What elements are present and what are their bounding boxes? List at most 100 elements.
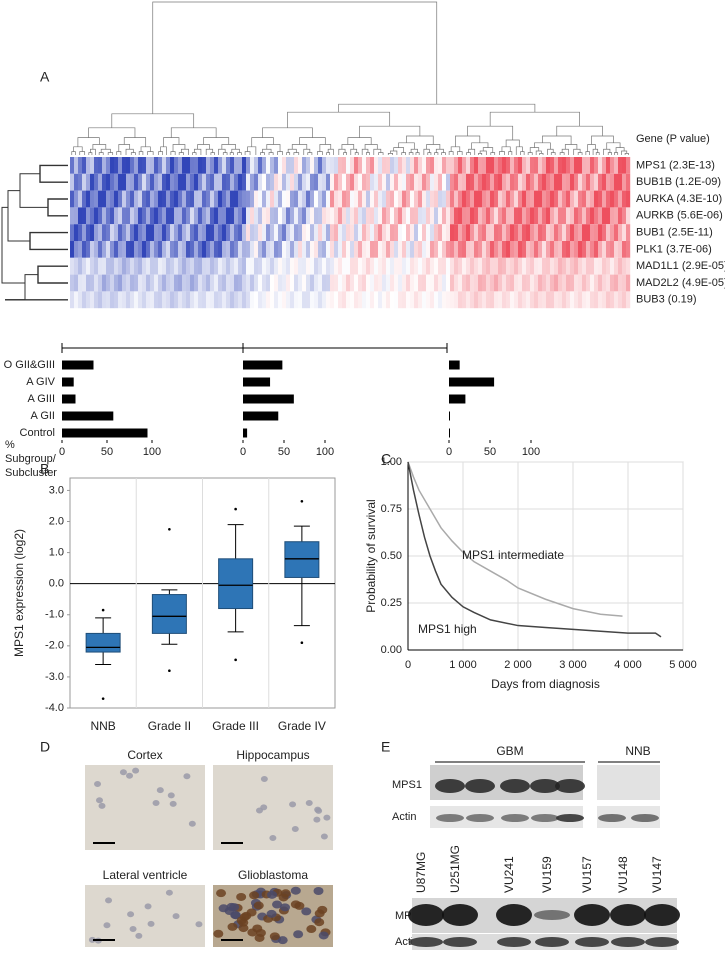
heatmap-texture — [358, 241, 363, 258]
micrograph — [253, 901, 264, 910]
heatmap-texture — [626, 274, 631, 292]
blot-band — [645, 937, 679, 947]
dendrogram — [361, 148, 369, 155]
outlier — [168, 527, 171, 531]
heatmap-texture — [154, 157, 159, 174]
micrograph — [88, 936, 96, 943]
dendrogram — [390, 150, 398, 155]
heatmap-texture — [122, 190, 127, 208]
heatmap-texture — [286, 241, 291, 258]
heatmap-texture — [534, 207, 539, 225]
heatmap-texture — [570, 207, 575, 225]
heatmap-texture — [522, 291, 527, 309]
heatmap-texture — [246, 157, 251, 174]
heatmap-texture — [114, 207, 119, 225]
heatmap-texture — [334, 173, 339, 191]
heatmap-texture — [494, 173, 499, 191]
heatmap-texture — [450, 291, 455, 309]
heatmap-texture — [318, 291, 323, 309]
heatmap-texture — [74, 207, 79, 225]
heatmap-texture — [302, 207, 307, 225]
heatmap-texture — [214, 241, 219, 258]
heatmap-texture — [122, 257, 127, 275]
heatmap-texture — [474, 274, 479, 292]
heatmap-texture — [430, 274, 435, 292]
heatmap-texture — [530, 241, 535, 258]
heatmap-texture — [570, 274, 575, 292]
box — [85, 632, 121, 653]
heatmap-texture — [326, 241, 331, 258]
x-tick-label: 50 — [484, 446, 496, 458]
heatmap-texture — [326, 224, 331, 241]
category-label: O GII&GIII — [4, 359, 55, 371]
heatmap-texture — [330, 173, 335, 191]
heatmap-texture — [386, 173, 391, 191]
heatmap-texture — [330, 257, 335, 275]
heatmap-texture — [534, 257, 539, 275]
heatmap-texture — [358, 257, 363, 275]
heatmap-texture — [134, 274, 139, 292]
heatmap-texture — [290, 157, 295, 174]
heatmap-texture — [342, 173, 347, 191]
heatmap-texture — [218, 291, 223, 309]
heatmap-texture — [598, 224, 603, 241]
heatmap-texture — [422, 207, 427, 225]
dendrogram — [197, 144, 210, 150]
heatmap-texture — [218, 190, 223, 208]
heatmap-texture — [282, 190, 287, 208]
heatmap-texture — [618, 241, 623, 258]
heatmap-texture — [246, 241, 251, 258]
heatmap-texture — [518, 257, 523, 275]
heatmap-texture — [282, 241, 287, 258]
heatmap-texture — [554, 291, 559, 309]
heatmap-texture — [374, 190, 379, 208]
heatmap-texture — [190, 157, 195, 174]
heatmap-texture — [410, 190, 415, 208]
heatmap-texture — [338, 241, 343, 258]
heatmap-texture — [106, 291, 111, 309]
dendrogram — [327, 148, 334, 155]
heatmap-texture — [146, 274, 151, 292]
heatmap-texture — [386, 257, 391, 275]
heatmap-texture — [594, 241, 599, 258]
heatmap-texture — [554, 224, 559, 241]
dendrogram — [229, 152, 234, 155]
heatmap-texture — [518, 157, 523, 174]
heatmap-texture — [354, 157, 359, 174]
heatmap-texture — [554, 157, 559, 174]
bar — [62, 394, 76, 404]
micrograph — [260, 776, 268, 783]
heatmap-texture — [174, 224, 179, 241]
heatmap-texture — [90, 157, 95, 174]
heatmap-texture — [190, 173, 195, 191]
dendrogram — [489, 111, 580, 127]
heatmap-texture — [462, 224, 467, 241]
heatmap-texture — [358, 207, 363, 225]
dendrogram — [534, 142, 551, 150]
micrograph — [167, 792, 175, 799]
heatmap-texture — [166, 190, 171, 208]
heatmap-texture — [342, 274, 347, 292]
heatmap-texture — [98, 157, 103, 174]
heatmap-texture — [230, 190, 235, 208]
heatmap-texture — [214, 257, 219, 275]
heatmap-texture — [446, 173, 451, 191]
dendrogram — [170, 127, 217, 138]
heatmap-texture — [142, 241, 147, 258]
heatmap-texture — [554, 173, 559, 191]
micrograph — [103, 922, 111, 929]
heatmap-texture — [286, 190, 291, 208]
heatmap-texture — [122, 291, 127, 309]
dendrogram — [116, 151, 122, 155]
micrograph — [218, 904, 229, 913]
dendrogram — [178, 152, 184, 155]
heatmap-texture — [138, 207, 143, 225]
heatmap-texture — [406, 241, 411, 258]
heatmap-texture — [162, 291, 167, 309]
heatmap-texture — [226, 291, 231, 309]
heatmap-texture — [166, 257, 171, 275]
dendrogram — [203, 137, 230, 145]
heatmap-texture — [614, 257, 619, 275]
dendrogram — [606, 142, 621, 150]
heatmap-texture — [266, 157, 271, 174]
